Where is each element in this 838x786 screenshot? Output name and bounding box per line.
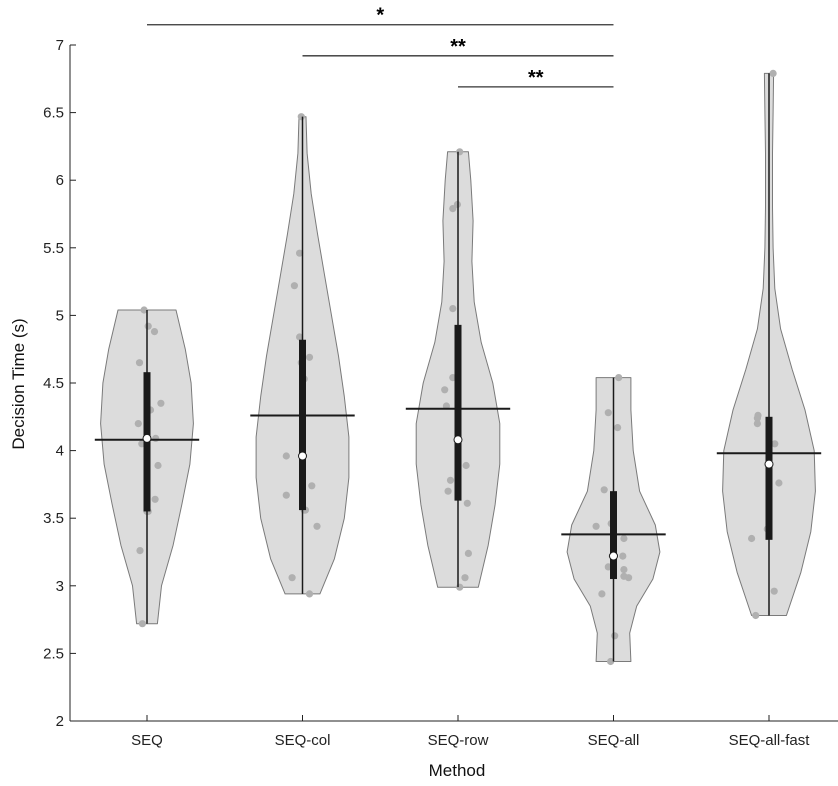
median-marker [142,433,152,443]
violin-group-seq-col [250,113,355,598]
data-point [157,399,165,407]
data-point [461,574,469,582]
y-tick-label: 6.5 [43,105,64,122]
data-point [152,434,160,442]
data-point [446,476,455,484]
data-point [282,452,290,460]
data-point [144,322,152,330]
data-point [150,328,159,336]
data-point [313,522,321,530]
data-point [770,587,778,595]
x-tick-label: SEQ-col [275,732,331,749]
data-point [620,566,628,574]
axes-layer: 2 2.5 3 3.5 4 4.5 5 5.5 6 6.5 7 SEQ SEQ-col SEQ-row SE… [43,37,838,749]
data-point [296,249,304,257]
y-tick-label: 4 [56,443,64,460]
significance-label: ** [450,36,466,58]
data-point [598,590,606,598]
data-point [282,491,290,499]
y-tick-label: 5 [56,307,64,324]
x-axis-title: Method [429,761,486,780]
data-point [611,632,619,640]
iqr-box [299,339,306,511]
violin-group-seq-row [405,148,511,591]
data-point [615,374,623,382]
data-point [462,461,470,470]
data-point [607,657,615,666]
data-point [449,205,457,213]
iqr-box [765,416,773,540]
y-tick-label: 4.5 [43,375,64,392]
data-point [604,409,612,417]
violin-group-seq [94,306,200,628]
y-tick-label: 6 [56,172,64,189]
median-marker [609,551,618,561]
violin-group-seq-all [561,374,666,666]
x-tick-label: SEQ [131,732,163,749]
data-point [775,479,783,487]
data-point [620,534,628,543]
data-point [444,487,452,495]
median-marker [298,451,307,461]
data-point [771,440,779,448]
y-tick-label: 7 [56,37,64,54]
data-point [752,611,760,620]
violins-layer [94,69,822,666]
data-point [614,424,622,432]
data-point [592,522,600,530]
data-point [305,590,314,598]
data-point [296,333,304,341]
data-point [136,547,144,555]
y-tick-label: 3.5 [43,510,64,527]
data-point [134,420,142,428]
data-point [290,282,298,290]
data-point [140,306,148,314]
data-point [463,499,471,507]
data-point [753,420,762,428]
significance-layer: ***** [147,5,614,89]
iqr-box [454,324,462,501]
data-point [449,305,457,313]
significance-label: * [376,5,384,27]
data-point [138,620,146,628]
x-tick-label: SEQ-row [428,732,489,749]
data-point [620,572,628,580]
data-point [748,534,756,543]
data-point [305,353,314,361]
data-point [308,482,316,490]
data-point [464,549,472,558]
data-point [154,461,162,470]
x-tick-label: SEQ-all [588,732,640,749]
median-marker [453,435,463,445]
data-point [600,486,608,494]
y-axis-title: Decision Time (s) [9,318,28,449]
data-point [456,148,464,156]
y-tick-label: 3 [56,578,64,595]
data-point [135,359,144,367]
median-marker [764,459,774,469]
data-point [297,113,305,121]
violin-group-seq-all-fast [716,69,822,620]
data-point [769,69,777,77]
y-tick-label: 2 [56,713,64,730]
data-point [456,583,464,591]
y-tick-label: 2.5 [43,645,64,662]
y-tick-label: 5.5 [43,240,64,257]
data-point [151,495,159,503]
data-point [288,574,296,582]
data-point [754,411,762,419]
significance-label: ** [528,67,544,89]
data-point [619,552,627,560]
data-point [441,386,449,394]
x-tick-label: SEQ-all-fast [729,732,811,749]
